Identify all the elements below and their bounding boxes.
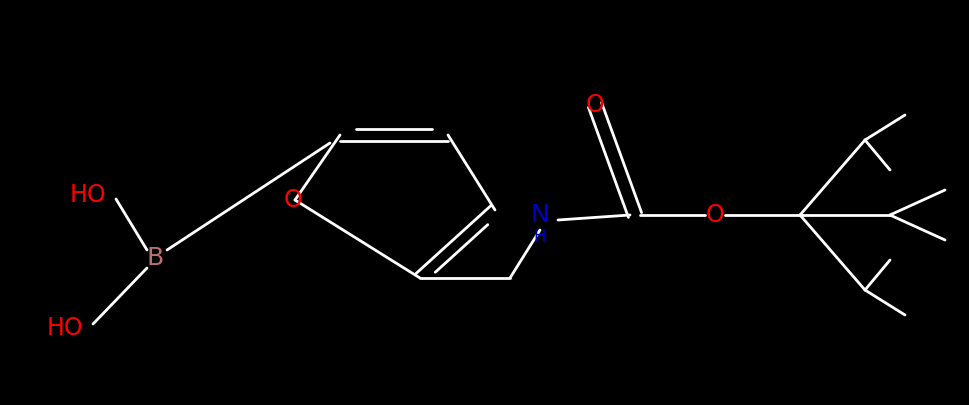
Text: O: O	[585, 93, 605, 117]
Text: HO: HO	[70, 183, 107, 207]
Text: O: O	[705, 203, 725, 227]
Text: B: B	[146, 246, 164, 270]
Text: HO: HO	[47, 316, 83, 340]
Text: O: O	[284, 188, 302, 212]
Text: H: H	[534, 228, 547, 246]
Text: N: N	[531, 203, 549, 227]
